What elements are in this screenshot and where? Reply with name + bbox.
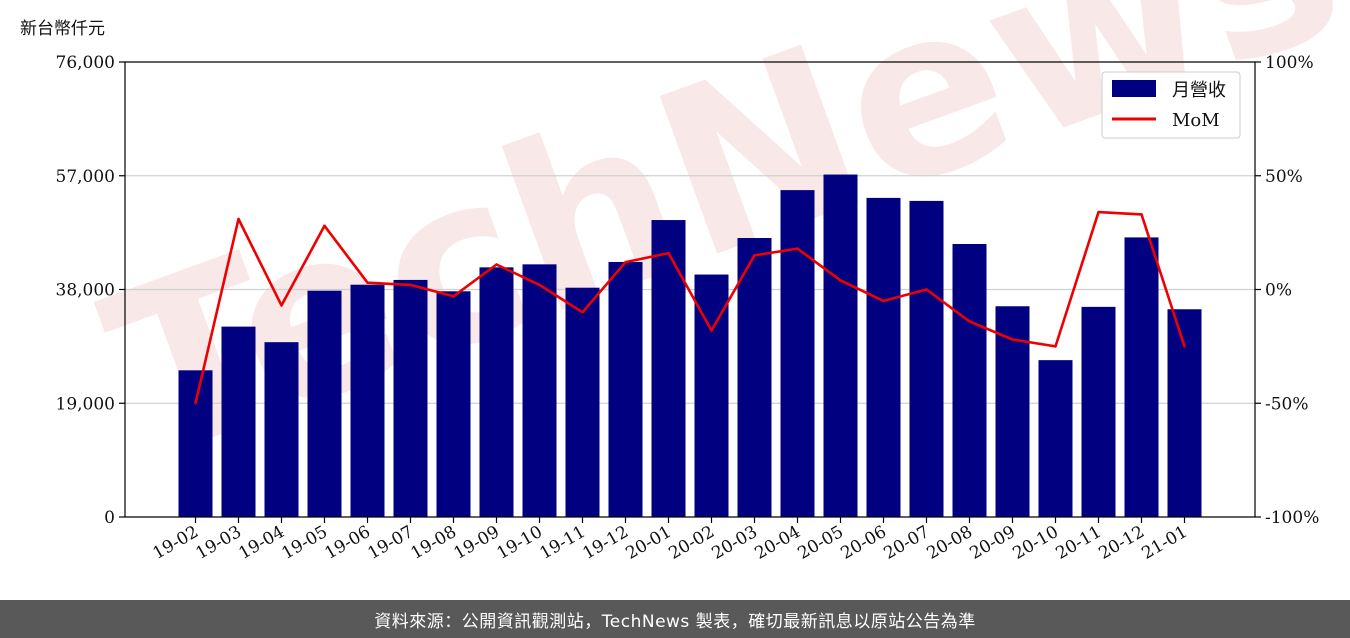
mom-point (280, 304, 283, 307)
x-tick-label: 19-09 (451, 522, 503, 564)
mom-point (452, 295, 455, 298)
legend: 月營收 MoM (1101, 71, 1241, 139)
x-tick-label: 20-11 (1053, 522, 1105, 564)
x-tick-label: 19-05 (279, 522, 331, 564)
mom-point (366, 281, 369, 284)
legend-label-revenue: 月營收 (1172, 80, 1226, 101)
x-tick-label: 20-06 (838, 522, 890, 564)
x-tick-label: 20-05 (795, 522, 847, 564)
x-tick-label: 20-04 (752, 522, 804, 564)
mom-point (1183, 345, 1186, 348)
revenue-bar (823, 174, 858, 518)
mom-point (495, 263, 498, 266)
mom-point (323, 224, 326, 227)
x-tick-label: 20-02 (666, 522, 718, 564)
revenue-bar (952, 244, 987, 517)
revenue-bar (350, 284, 385, 517)
revenue-bar (307, 290, 342, 517)
revenue-bar (780, 190, 815, 518)
mom-point (194, 402, 197, 405)
left-y-axis: 0 19,000 38,000 57,000 76,000 (56, 53, 125, 528)
y-left-tick-label: 0 (104, 508, 115, 528)
mom-point (839, 279, 842, 282)
mom-line (194, 210, 1186, 404)
revenue-bar (393, 279, 428, 517)
x-tick-label: 20-03 (709, 522, 761, 564)
mom-point (1140, 213, 1143, 216)
x-tick-label: 20-08 (924, 522, 976, 564)
x-tick-label: 19-10 (494, 522, 546, 564)
mom-point (667, 251, 670, 255)
x-tick-label: 19-12 (580, 522, 632, 564)
revenue-bar (1081, 306, 1116, 517)
y-left-tick-label: 76,000 (56, 53, 115, 73)
x-tick-label: 20-01 (623, 522, 675, 564)
x-axis: 19-0219-0319-0419-0519-0619-0719-0819-09… (150, 517, 1191, 564)
mom-point (1054, 345, 1057, 348)
revenue-bar (909, 200, 944, 518)
mom-point (1097, 210, 1100, 214)
x-tick-label: 20-10 (1010, 522, 1062, 564)
mom-point (538, 283, 541, 287)
mom-point (753, 254, 756, 257)
revenue-bars (178, 174, 1202, 518)
revenue-bar (221, 326, 256, 517)
x-tick-label: 21-01 (1139, 522, 1191, 564)
revenue-bar (694, 274, 729, 517)
y-left-tick-label: 19,000 (56, 394, 115, 414)
mom-point (624, 261, 627, 264)
x-tick-label: 20-12 (1096, 522, 1148, 564)
mom-point (1011, 338, 1014, 341)
mom-line-series (194, 210, 1186, 405)
legend-swatch-revenue (1112, 80, 1156, 97)
mom-point (237, 217, 240, 221)
revenue-bar (522, 264, 557, 517)
x-tick-label: 20-07 (881, 522, 933, 564)
revenue-bar (995, 306, 1030, 517)
x-tick-label: 19-02 (150, 522, 202, 564)
x-tick-label: 19-03 (193, 522, 245, 564)
revenue-bar (651, 220, 686, 518)
revenue-bar (866, 197, 901, 518)
legend-label-mom: MoM (1172, 110, 1220, 131)
revenue-bar (178, 370, 213, 517)
y-right-tick-label: -100% (1265, 508, 1319, 528)
mom-point (409, 283, 412, 287)
y-right-tick-label: 0% (1265, 281, 1292, 301)
mom-point (710, 329, 713, 332)
y-left-tick-label: 57,000 (56, 167, 115, 187)
revenue-bar (565, 287, 600, 517)
mom-point (796, 247, 799, 250)
revenue-bar (608, 261, 643, 517)
right-y-axis: -100% -50% 0% 50% 100% (1255, 53, 1319, 528)
source-note: 資料來源：公開資訊觀測站，TechNews 製表，確切最新訊息以原站公告為準 (374, 611, 976, 632)
y-right-tick-label: -50% (1265, 394, 1309, 414)
y-right-tick-label: 50% (1265, 167, 1303, 187)
revenue-bar (737, 238, 772, 517)
y-right-tick-label: 100% (1265, 53, 1314, 73)
revenue-bar (1124, 237, 1159, 517)
revenue-bar (479, 267, 514, 517)
x-tick-label: 19-08 (408, 522, 460, 564)
x-tick-label: 19-11 (537, 522, 589, 564)
revenue-bar (264, 342, 299, 517)
revenue-bar (1167, 309, 1202, 517)
revenue-bar (436, 291, 471, 517)
mom-point (925, 288, 928, 291)
y-left-tick-label: 38,000 (56, 281, 115, 301)
x-tick-label: 19-07 (365, 522, 417, 564)
source-footer: 資料來源：公開資訊觀測站，TechNews 製表，確切最新訊息以原站公告為準 (0, 600, 1350, 638)
x-tick-label: 19-04 (236, 522, 288, 564)
mom-point (581, 311, 584, 314)
mom-point (968, 320, 971, 323)
mom-point (882, 299, 885, 303)
revenue-bar (1038, 360, 1073, 517)
y-unit-label: 新台幣仟元 (20, 19, 105, 39)
x-tick-label: 20-09 (967, 522, 1019, 564)
x-tick-label: 19-06 (322, 522, 374, 564)
